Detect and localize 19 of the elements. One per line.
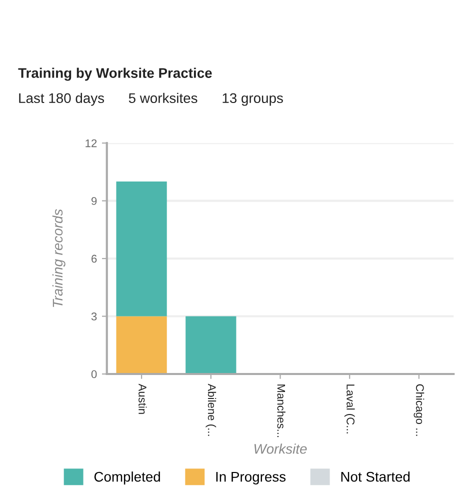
- text: 13 groups: [222, 93, 283, 106]
- y-tick-label: 0: [91, 370, 97, 378]
- y-tick-label: 12: [86, 139, 97, 148]
- legend-label: Completed: [94, 472, 160, 484]
- x-axis-title: Worksite: [254, 444, 307, 454]
- x-tick-label: Chicago ...: [414, 384, 424, 436]
- x-tick-label: Austin: [138, 384, 147, 414]
- x-tick-label: Manches...: [277, 384, 286, 438]
- y-axis-title: Training records: [52, 209, 66, 307]
- y-tick-label: 6: [92, 254, 97, 263]
- y-tick-label: 3: [91, 312, 97, 320]
- x-tick-label: Laval (C...: [344, 384, 355, 434]
- legend-label: Not Started: [341, 472, 410, 482]
- legend-label: In Progress: [216, 472, 286, 484]
- y-tick-label: 9: [91, 197, 97, 205]
- x-tick-label: Abilene (...: [206, 384, 216, 436]
- text: Last 180 days: [19, 92, 104, 106]
- text: 5 worksites: [128, 92, 198, 104]
- chart-title: Training by Worksite Practice: [18, 68, 212, 81]
